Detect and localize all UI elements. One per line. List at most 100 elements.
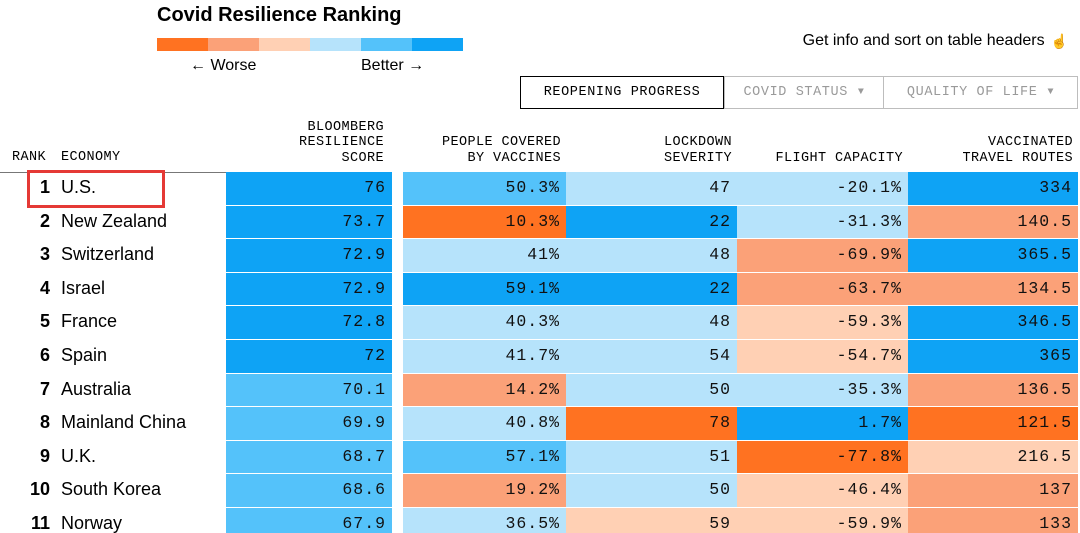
cell-flight-capacity: -59.9% [737,507,908,533]
table-row[interactable]: 7 Australia 70.1 14.2% 50 -35.3% 136.5 [0,373,1080,408]
table-row[interactable]: 10 South Korea 68.6 19.2% 50 -46.4% 137 [0,474,1080,508]
cell-travel-routes: 365 [908,339,1078,373]
pointer-hand-icon: ☝ [1050,32,1068,49]
legend-swatch [310,38,361,51]
tab-reopening-progress[interactable]: REOPENING PROGRESS [520,76,724,109]
legend-swatch [208,38,259,51]
cell-flight-capacity: -59.3% [737,306,908,339]
cell-score: 72.8 [226,306,392,339]
tab-quality-of-life-label: QUALITY OF LIFE [906,85,1038,100]
rank-number: 7 [39,378,50,399]
cell-travel-routes: 334 [908,172,1078,205]
rank-number: 1 [39,177,50,197]
cell-vaccines: 40.8% [403,407,566,440]
economy-name: Israel [61,277,106,298]
header-people-covered-by-vaccines[interactable]: PEOPLE COVERED BY VACCINES [442,135,561,166]
cell-vaccines: 41.7% [403,339,566,373]
legend-swatch [259,38,310,51]
cell-score: 72.9 [226,272,392,306]
rank-number: 3 [39,244,50,265]
cell-flight-capacity: -54.7% [737,339,908,373]
table-row[interactable]: 6 Spain 72 41.7% 54 -54.7% 365 [0,339,1080,374]
info-hint: Get info and sort on table headers ☝ [803,32,1068,50]
cell-score: 73.7 [226,205,392,239]
cell-vaccines: 10.3% [403,205,566,239]
header-line: SEVERITY [663,150,732,166]
ranking-table-body: 1 U.S. 76 50.3% 47 -20.1% 334 2 New Zealand 73.7 1… [0,172,1080,533]
cell-lockdown: 22 [566,272,737,306]
header-flight-capacity[interactable]: FLIGHT CAPACITY [775,151,903,167]
header-line: BLOOMBERG [307,119,384,135]
cell-score: 72.9 [226,239,392,272]
cell-lockdown: 22 [566,205,737,239]
table-row[interactable]: 5 France 72.8 40.3% 48 -59.3% 346.5 [0,306,1080,340]
header-economy[interactable]: ECONOMY [61,150,121,165]
cell-lockdown: 50 [566,373,737,407]
cell-score: 67.9 [226,507,392,533]
cell-score: 69.9 [226,407,392,440]
cell-lockdown: 78 [566,407,737,440]
cell-flight-capacity: -35.3% [737,373,908,407]
table-row[interactable]: 9 U.K. 68.7 57.1% 51 -77.8% 216.5 [0,440,1080,475]
legend-better-label: Better → [361,57,425,74]
economy-name: South Korea [61,479,162,500]
cell-lockdown: 47 [566,172,737,205]
tab-quality-of-life[interactable]: QUALITY OF LIFE ▼ [884,76,1078,109]
header-vaccinated-travel-routes[interactable]: VACCINATED TRAVEL ROUTES [962,135,1073,166]
cell-flight-capacity: -69.9% [737,239,908,272]
info-hint-text: Get info and sort on table headers [802,32,1045,49]
header-line: TRAVEL ROUTES [962,150,1073,166]
cell-flight-capacity: -77.8% [737,440,908,474]
table-row[interactable]: 3 Switzerland 72.9 41% 48 -69.9% 365.5 [0,239,1080,273]
table-row[interactable]: 11 Norway 67.9 36.5% 59 -59.9% 133 [0,507,1080,533]
filter-icon: ▼ [1047,87,1055,98]
cell-flight-capacity: -20.1% [737,172,908,205]
economy-name: Norway [61,512,123,533]
tab-covid-status-label: COVID STATUS [743,85,848,100]
header-line: BY VACCINES [467,150,561,166]
cell-travel-routes: 137 [908,474,1078,507]
header-lockdown-severity[interactable]: LOCKDOWN SEVERITY [664,135,732,166]
cell-travel-routes: 140.5 [908,205,1078,239]
cell-lockdown: 59 [566,507,737,533]
cell-travel-routes: 346.5 [908,306,1078,339]
legend-worse-label: ← Worse [190,57,257,74]
header-resilience-score[interactable]: BLOOMBERG RESILIENCE SCORE [299,120,384,167]
legend-swatch [157,38,208,51]
header-line: RESILIENCE [298,135,384,150]
cell-vaccines: 50.3% [403,172,566,205]
table-row[interactable]: 2 New Zealand 73.7 10.3% 22 -31.3% 140.5 [0,205,1080,240]
cell-score: 76 [226,172,392,205]
cell-vaccines: 57.1% [403,440,566,474]
table-row[interactable]: 4 Israel 72.9 59.1% 22 -63.7% 134.5 [0,272,1080,307]
cell-score: 72 [226,339,392,373]
rank-number: 9 [39,445,50,466]
table-row[interactable]: 1 U.S. 76 50.3% 47 -20.1% 334 [0,172,1080,206]
rank-number: 8 [39,412,50,433]
cell-lockdown: 50 [566,474,737,507]
cell-travel-routes: 216.5 [908,440,1078,474]
cell-vaccines: 41% [403,239,566,272]
cell-travel-routes: 133 [908,507,1078,533]
cell-score: 70.1 [226,373,392,407]
color-legend [157,38,463,51]
header-line: PEOPLE COVERED [441,135,561,150]
cell-lockdown: 48 [566,239,737,272]
table-row[interactable]: 8 Mainland China 69.9 40.8% 78 1.7% 121.5 [0,407,1080,441]
economy-name: Mainland China [61,412,187,433]
economy-name: U.K. [61,445,97,466]
cell-travel-routes: 121.5 [908,407,1078,440]
header-line: VACCINATED [987,135,1073,150]
cell-lockdown: 54 [566,339,737,373]
cell-travel-routes: 134.5 [908,272,1078,306]
cell-vaccines: 59.1% [403,272,566,306]
economy-name: Switzerland [61,244,155,265]
rank-number: 4 [39,277,50,298]
cell-score: 68.6 [226,474,392,507]
header-rank[interactable]: RANK [12,150,47,165]
economy-name: U.S. [61,177,97,197]
rank-number: 6 [39,344,50,365]
economy-name: Spain [61,344,108,365]
rank-number: 11 [30,512,50,533]
tab-covid-status[interactable]: COVID STATUS ▼ [724,76,884,109]
